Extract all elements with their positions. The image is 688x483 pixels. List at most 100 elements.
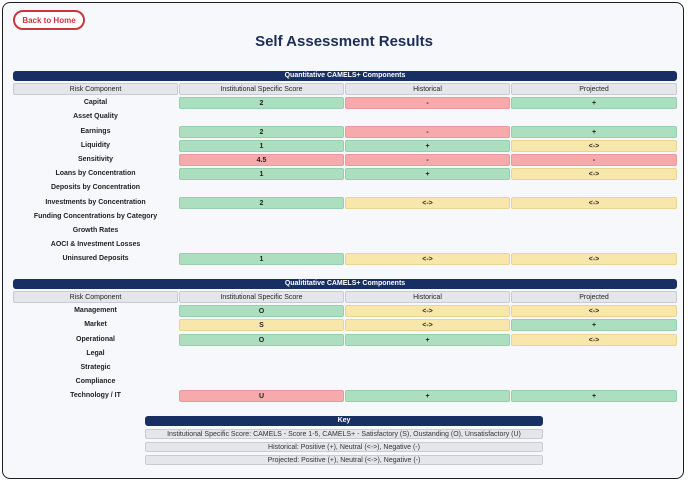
historical-cell	[345, 362, 510, 374]
projected-cell	[511, 348, 677, 360]
historical-cell: <->	[345, 319, 510, 332]
table-row: Funding Concentrations by Category	[13, 211, 677, 223]
risk-component-cell: Sensitivity	[77, 155, 113, 163]
projected-cell: <->	[511, 139, 677, 152]
score-cell	[179, 182, 344, 194]
key-line-score: Institutional Specific Score: CAMELS - S…	[145, 429, 543, 439]
table-row: Capital 2- +	[13, 97, 677, 110]
score-cell	[179, 362, 344, 374]
risk-component-cell: Technology / IT	[70, 392, 121, 400]
score-cell	[179, 376, 344, 388]
qualitative-rows: Management O <-> <-> Market S <-> + Operational O…	[13, 305, 677, 403]
qualitative-section: Qualititative CAMELS+ Components Risk Co…	[13, 279, 677, 405]
quantitative-section: Quantitative CAMELS+ Components Risk Com…	[13, 71, 677, 267]
risk-component-cell: Compliance	[75, 378, 116, 386]
table-row: Market S <-> +	[13, 319, 677, 332]
score-cell	[179, 225, 344, 237]
projected-cell	[511, 111, 677, 123]
table-row: Operational O + <->	[13, 333, 677, 346]
projected-cell	[511, 182, 677, 194]
historical-cell	[345, 348, 510, 360]
table-row: Loans by Concentration 1 + <->	[13, 168, 677, 181]
score-cell: 1	[179, 139, 344, 152]
score-cell: 2	[179, 196, 344, 209]
projected-cell	[511, 225, 677, 237]
historical-cell	[345, 239, 510, 251]
projected-cell: <->	[511, 168, 677, 181]
table-row: Investments by Concentration 2 <-> <->	[13, 196, 677, 209]
historical-cell	[345, 182, 510, 194]
table-row: Legal	[13, 348, 677, 360]
projected-cell: +	[511, 319, 677, 332]
risk-component-cell: Funding Concentrations by Category	[33, 212, 158, 220]
risk-component-cell: Market	[84, 321, 107, 329]
risk-component-cell: Investments by Concentration	[45, 198, 146, 206]
score-cell: 2	[179, 97, 344, 110]
table-row: Management O <-> <->	[13, 305, 677, 318]
score-cell	[179, 211, 344, 223]
column-header-score: Institutional Specific Score	[179, 83, 344, 95]
score-cell: 1	[179, 253, 344, 266]
column-header-score: Institutional Specific Score	[179, 291, 344, 303]
risk-component-cell: Capital	[83, 99, 108, 107]
historical-cell: +	[345, 390, 510, 403]
historical-cell: -	[345, 125, 510, 138]
projected-cell	[511, 362, 677, 374]
key-line-projected: Projected: Positive (+), Neutral (<->), …	[145, 455, 543, 465]
historical-cell: -	[345, 153, 510, 166]
risk-component-cell: Deposits by Concentration	[50, 184, 141, 192]
historical-cell: +	[345, 139, 510, 152]
key-header: Key	[145, 416, 543, 426]
projected-cell: <->	[511, 253, 677, 266]
table-row: Uninsured Deposits 1 <-> <->	[13, 253, 677, 266]
table-row: Growth Rates	[13, 225, 677, 237]
column-header-risk-component: Risk Component	[13, 291, 178, 303]
score-cell	[179, 348, 344, 360]
table-row: Technology / IT U + +	[13, 390, 677, 403]
key-line-historical: Historical: Positive (+), Neutral (<->),…	[145, 442, 543, 452]
score-cell: O	[179, 305, 344, 318]
historical-cell: <->	[345, 196, 510, 209]
projected-cell	[511, 211, 677, 223]
risk-component-cell: Asset Quality	[73, 113, 118, 121]
score-cell: U	[179, 390, 344, 403]
historical-cell	[345, 111, 510, 123]
column-header-projected: Projected	[511, 291, 677, 303]
risk-component-cell: Earnings	[80, 127, 111, 135]
historical-cell: <->	[345, 253, 510, 266]
quantitative-column-headers: Risk Component Institutional Specific Sc…	[13, 83, 677, 95]
score-cell: O	[179, 333, 344, 346]
quantitative-rows: Capital 2- + Asset Quality Earnings 2- + Liquid…	[13, 97, 677, 266]
risk-component-cell: AOCI & Investment Losses	[50, 241, 141, 249]
historical-cell: -	[345, 97, 510, 110]
risk-component-cell: Legal	[86, 349, 105, 357]
risk-component-cell: Strategic	[80, 363, 111, 371]
score-cell: S	[179, 319, 344, 332]
risk-component-cell: Loans by Concentration	[55, 170, 136, 178]
projected-cell: -	[511, 153, 677, 166]
table-row: AOCI & Investment Losses	[13, 239, 677, 251]
historical-cell: +	[345, 333, 510, 346]
back-to-home-button[interactable]: Back to Home	[13, 10, 85, 30]
score-cell: 2	[179, 125, 344, 138]
page-title: Self Assessment Results	[255, 33, 433, 50]
table-row: Asset Quality	[13, 111, 677, 123]
risk-component-cell: Liquidity	[80, 141, 111, 149]
projected-cell	[511, 239, 677, 251]
qualitative-column-headers: Risk Component Institutional Specific Sc…	[13, 291, 677, 303]
table-row: Earnings 2- +	[13, 125, 677, 138]
table-row: Sensitivity 4.5- -	[13, 153, 677, 166]
score-cell: 4.5	[179, 153, 344, 166]
projected-cell: +	[511, 97, 677, 110]
projected-cell	[511, 376, 677, 388]
projected-cell: <->	[511, 305, 677, 318]
historical-cell	[345, 225, 510, 237]
score-cell	[179, 111, 344, 123]
projected-cell: +	[511, 125, 677, 138]
historical-cell	[345, 376, 510, 388]
score-cell	[179, 239, 344, 251]
column-header-projected: Projected	[511, 83, 677, 95]
risk-component-cell: Management	[74, 307, 117, 315]
qualitative-section-header: Qualititative CAMELS+ Components	[13, 279, 677, 289]
table-row: Strategic	[13, 362, 677, 374]
